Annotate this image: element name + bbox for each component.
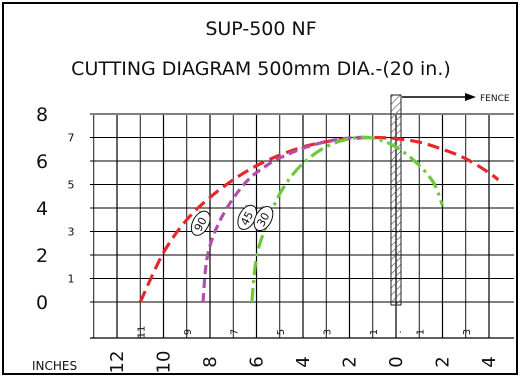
y-minor-tick-label: 3 (68, 226, 75, 239)
angle-tag-text: 45 (238, 209, 256, 227)
y-minor-tick-label: 1 (68, 273, 75, 286)
y-major-tick-label: 2 (36, 245, 48, 267)
angle-tag-90: 90° (190, 209, 211, 236)
x-axis-labels: 12 10 8 6 4 2 0 2 4 11 9 7 5 3 1. 1 3 (107, 326, 500, 374)
fence-bar (390, 94, 402, 306)
fence-label: FENCE (480, 94, 510, 104)
x-major-tick-label: 6 (247, 356, 268, 367)
y-major-tick-label: 6 (36, 151, 48, 173)
degree-symbol: ° (197, 209, 206, 216)
y-minor-tick-label: 7 (68, 132, 75, 145)
grid (90, 113, 514, 339)
angle-tag-45: 45° (237, 203, 258, 230)
fence-arrow-icon (465, 93, 476, 101)
angle-tag-30: 30° (253, 205, 274, 232)
x-minor-tick-label: . (393, 330, 404, 333)
x-minor-tick-label: 3 (462, 329, 473, 335)
y-major-tick-label: 0 (36, 292, 48, 314)
y-major-tick-label: 8 (36, 104, 48, 126)
x-major-tick-label: 4 (293, 356, 314, 367)
cut-curve-90 (138, 135, 500, 303)
y-major-tick-label: 4 (36, 198, 48, 220)
angle-tag-oval (253, 205, 274, 232)
diagram-title: SUP-500 NF (205, 18, 316, 40)
angle-tag-oval (190, 210, 211, 236)
angle-labels: 90° 45°30° (190, 203, 274, 236)
fence: FENCE (390, 93, 510, 306)
x-minor-tick-label: 1 (369, 329, 380, 335)
x-axis-unit-label: INCHES (32, 359, 77, 373)
x-minor-tick-label: 11 (136, 326, 147, 339)
diagram-frame (2, 2, 518, 375)
x-major-tick-label: 2 (340, 356, 361, 367)
degree-symbol: ° (244, 203, 253, 210)
x-minor-tick-label: 7 (229, 329, 240, 335)
x-minor-tick-label: 5 (276, 329, 287, 335)
y-axis-labels: 8 6 4 2 0 7 5 3 1 (36, 104, 75, 314)
cut-curve-30 (250, 135, 445, 303)
x-minor-tick-label: 1 (415, 329, 426, 335)
x-major-tick-label: 8 (200, 356, 221, 367)
x-major-tick-label: 2 (433, 356, 454, 367)
x-minor-tick-label: 9 (183, 329, 194, 335)
degree-symbol: ° (260, 205, 269, 212)
x-major-tick-label: 0 (386, 356, 407, 367)
angle-tag-text: 30 (254, 210, 272, 228)
x-major-tick-label: 10 (154, 351, 175, 374)
cut-curve-45 (201, 135, 369, 303)
diagram-subtitle: CUTTING DIAGRAM 500mm DIA.-(20 in.) (71, 58, 451, 80)
angle-tag-text: 90 (192, 215, 210, 233)
x-major-tick-label: 4 (479, 356, 500, 367)
x-minor-tick-label: 3 (322, 329, 333, 335)
y-minor-tick-label: 5 (68, 179, 75, 192)
x-major-tick-label: 12 (107, 351, 128, 374)
